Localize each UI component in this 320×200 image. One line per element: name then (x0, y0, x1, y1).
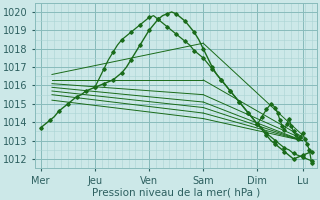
X-axis label: Pression niveau de la mer( hPa ): Pression niveau de la mer( hPa ) (92, 187, 260, 197)
